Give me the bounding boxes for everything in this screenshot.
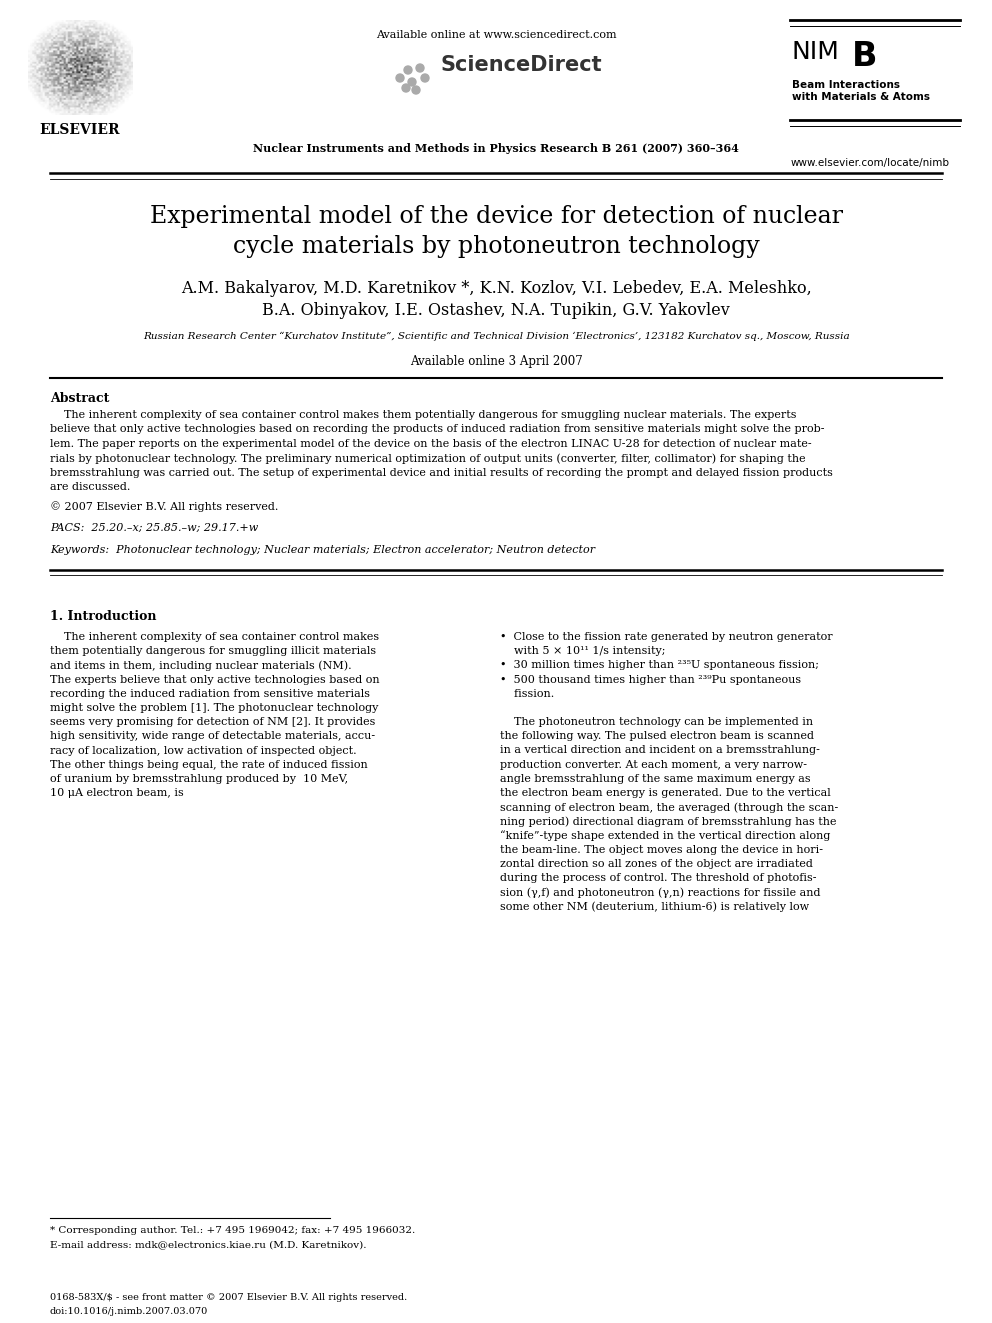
Text: might solve the problem [1]. The photonuclear technology: might solve the problem [1]. The photonu…	[50, 703, 378, 713]
Text: 1. Introduction: 1. Introduction	[50, 610, 157, 623]
Circle shape	[421, 74, 429, 82]
Text: The experts believe that only active technologies based on: The experts believe that only active tec…	[50, 675, 380, 684]
Text: and items in them, including nuclear materials (NM).: and items in them, including nuclear mat…	[50, 660, 351, 671]
Text: The photoneutron technology can be implemented in: The photoneutron technology can be imple…	[500, 717, 813, 728]
Text: angle bremsstrahlung of the same maximum energy as: angle bremsstrahlung of the same maximum…	[500, 774, 810, 783]
Text: production converter. At each moment, a very narrow-: production converter. At each moment, a …	[500, 759, 807, 770]
Text: •  500 thousand times higher than ²³⁹Pu spontaneous: • 500 thousand times higher than ²³⁹Pu s…	[500, 675, 802, 684]
Text: Experimental model of the device for detection of nuclear: Experimental model of the device for det…	[150, 205, 842, 228]
Text: Abstract: Abstract	[50, 392, 109, 405]
Text: •  30 million times higher than ²³⁵U spontaneous fission;: • 30 million times higher than ²³⁵U spon…	[500, 660, 819, 671]
Text: with 5 × 10¹¹ 1/s intensity;: with 5 × 10¹¹ 1/s intensity;	[500, 646, 666, 656]
Text: rials by photonuclear technology. The preliminary numerical optimization of outp: rials by photonuclear technology. The pr…	[50, 454, 806, 464]
Text: PACS:  25.20.–x; 25.85.–w; 29.17.+w: PACS: 25.20.–x; 25.85.–w; 29.17.+w	[50, 523, 258, 533]
Text: during the process of control. The threshold of photofis-: during the process of control. The thres…	[500, 873, 816, 884]
Text: the following way. The pulsed electron beam is scanned: the following way. The pulsed electron b…	[500, 732, 814, 741]
Text: © 2007 Elsevier B.V. All rights reserved.: © 2007 Elsevier B.V. All rights reserved…	[50, 501, 279, 512]
Text: B: B	[852, 40, 878, 73]
Text: zontal direction so all zones of the object are irradiated: zontal direction so all zones of the obj…	[500, 859, 812, 869]
Text: ning period) directional diagram of bremsstrahlung has the: ning period) directional diagram of brem…	[500, 816, 836, 827]
Circle shape	[404, 66, 412, 74]
Text: cycle materials by photoneutron technology: cycle materials by photoneutron technolo…	[233, 235, 759, 258]
Text: are discussed.: are discussed.	[50, 483, 130, 492]
Text: racy of localization, low activation of inspected object.: racy of localization, low activation of …	[50, 746, 357, 755]
Text: A.M. Bakalyarov, M.D. Karetnikov *, K.N. Kozlov, V.I. Lebedev, E.A. Meleshko,: A.M. Bakalyarov, M.D. Karetnikov *, K.N.…	[181, 280, 811, 296]
Circle shape	[396, 74, 404, 82]
Text: high sensitivity, wide range of detectable materials, accu-: high sensitivity, wide range of detectab…	[50, 732, 375, 741]
Text: •  Close to the fission rate generated by neutron generator: • Close to the fission rate generated by…	[500, 632, 832, 642]
Text: E-mail address: mdk@electronics.kiae.ru (M.D. Karetnikov).: E-mail address: mdk@electronics.kiae.ru …	[50, 1240, 366, 1249]
Text: of uranium by bremsstrahlung produced by  10 MeV,: of uranium by bremsstrahlung produced by…	[50, 774, 348, 785]
Text: in a vertical direction and incident on a bremsstrahlung-: in a vertical direction and incident on …	[500, 745, 819, 755]
Text: believe that only active technologies based on recording the products of induced: believe that only active technologies ba…	[50, 425, 824, 434]
Text: them potentially dangerous for smuggling illicit materials: them potentially dangerous for smuggling…	[50, 646, 376, 656]
Text: the beam-line. The object moves along the device in hori-: the beam-line. The object moves along th…	[500, 845, 823, 855]
Text: Beam Interactions
with Materials & Atoms: Beam Interactions with Materials & Atoms	[792, 79, 930, 102]
Text: lem. The paper reports on the experimental model of the device on the basis of t: lem. The paper reports on the experiment…	[50, 439, 811, 448]
Text: 10 μA electron beam, is: 10 μA electron beam, is	[50, 789, 184, 798]
Text: www.elsevier.com/locate/nimb: www.elsevier.com/locate/nimb	[791, 157, 949, 168]
Text: Available online at www.sciencedirect.com: Available online at www.sciencedirect.co…	[376, 30, 616, 40]
Text: Available online 3 April 2007: Available online 3 April 2007	[410, 355, 582, 368]
Text: some other NM (deuterium, lithium-6) is relatively low: some other NM (deuterium, lithium-6) is …	[500, 901, 809, 912]
Text: NIM: NIM	[792, 40, 840, 64]
Text: the electron beam energy is generated. Due to the vertical: the electron beam energy is generated. D…	[500, 789, 830, 798]
Text: B.A. Obinyakov, I.E. Ostashev, N.A. Tupikin, G.V. Yakovlev: B.A. Obinyakov, I.E. Ostashev, N.A. Tupi…	[262, 302, 730, 319]
Text: 0168-583X/$ - see front matter © 2007 Elsevier B.V. All rights reserved.: 0168-583X/$ - see front matter © 2007 El…	[50, 1293, 408, 1302]
Text: * Corresponding author. Tel.: +7 495 1969042; fax: +7 495 1966032.: * Corresponding author. Tel.: +7 495 196…	[50, 1226, 416, 1234]
Circle shape	[416, 64, 424, 71]
Text: doi:10.1016/j.nimb.2007.03.070: doi:10.1016/j.nimb.2007.03.070	[50, 1307, 208, 1316]
Text: bremsstrahlung was carried out. The setup of experimental device and initial res: bremsstrahlung was carried out. The setu…	[50, 468, 833, 478]
Circle shape	[412, 86, 420, 94]
Text: fission.: fission.	[500, 689, 555, 699]
Text: scanning of electron beam, the averaged (through the scan-: scanning of electron beam, the averaged …	[500, 802, 838, 812]
Text: “knife”-type shape extended in the vertical direction along: “knife”-type shape extended in the verti…	[500, 831, 830, 841]
Text: The other things being equal, the rate of induced fission: The other things being equal, the rate o…	[50, 759, 368, 770]
Circle shape	[408, 78, 416, 86]
Text: Nuclear Instruments and Methods in Physics Research B 261 (2007) 360–364: Nuclear Instruments and Methods in Physi…	[253, 143, 739, 153]
Text: The inherent complexity of sea container control makes: The inherent complexity of sea container…	[50, 632, 379, 642]
Text: sion (γ,f) and photoneutron (γ,n) reactions for fissile and: sion (γ,f) and photoneutron (γ,n) reacti…	[500, 888, 820, 898]
Text: recording the induced radiation from sensitive materials: recording the induced radiation from sen…	[50, 689, 370, 699]
Text: ScienceDirect: ScienceDirect	[440, 56, 601, 75]
Text: The inherent complexity of sea container control makes them potentially dangerou: The inherent complexity of sea container…	[50, 410, 797, 419]
Text: seems very promising for detection of NM [2]. It provides: seems very promising for detection of NM…	[50, 717, 375, 728]
Circle shape	[402, 83, 410, 93]
Text: Keywords:  Photonuclear technology; Nuclear materials; Electron accelerator; Neu: Keywords: Photonuclear technology; Nucle…	[50, 545, 595, 556]
Text: ELSEVIER: ELSEVIER	[40, 123, 120, 138]
Text: Russian Research Center “Kurchatov Institute”, Scientific and Technical Division: Russian Research Center “Kurchatov Insti…	[143, 332, 849, 341]
